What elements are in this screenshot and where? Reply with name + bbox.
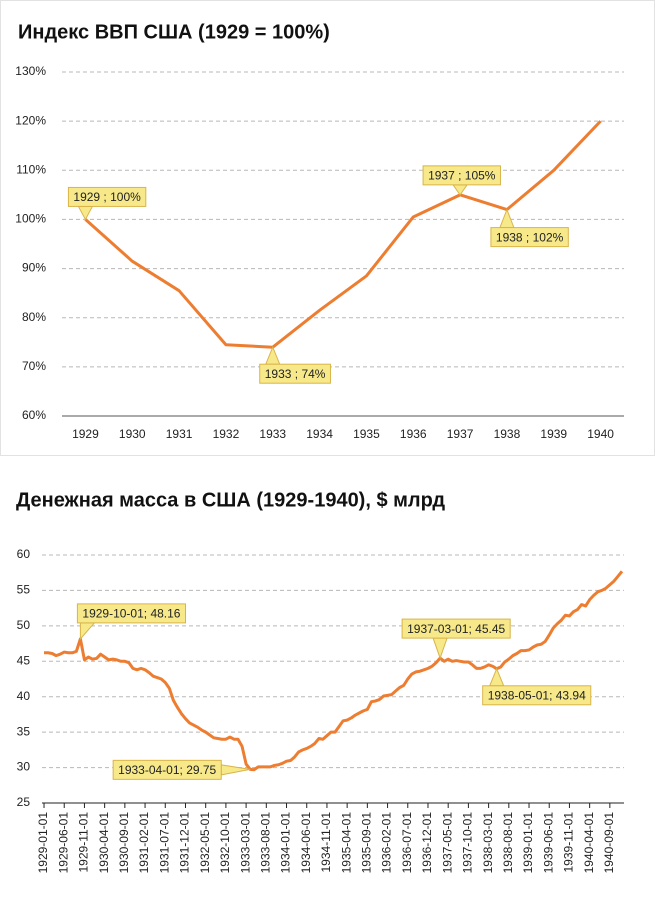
x-tick-label: 1929-06-01 xyxy=(56,812,70,874)
x-tick-label: 1939-01-01 xyxy=(521,812,535,874)
y-tick-label: 40 xyxy=(17,689,31,703)
callout-pointer xyxy=(499,208,515,229)
chart-title: Индекс ВВП США (1929 = 100%) xyxy=(18,21,330,43)
x-tick-label: 1932 xyxy=(213,427,240,441)
x-tick-label: 1930 xyxy=(119,427,146,441)
x-tick-label: 1935-04-01 xyxy=(339,812,353,874)
data-label: 1929 ; 100% xyxy=(73,190,141,204)
y-tick-label: 130% xyxy=(15,64,46,78)
x-tick-label: 1930-09-01 xyxy=(117,812,131,874)
x-tick-label: 1938-08-01 xyxy=(501,812,515,874)
x-tick-label: 1940-09-01 xyxy=(602,812,616,874)
y-tick-label: 90% xyxy=(22,261,46,275)
x-tick-label: 1934-06-01 xyxy=(299,812,313,874)
x-tick-label: 1931-12-01 xyxy=(178,812,192,874)
y-tick-label: 120% xyxy=(15,113,46,127)
x-tick-label: 1929 xyxy=(72,427,99,441)
x-tick-label: 1934 xyxy=(306,427,333,441)
data-line xyxy=(84,120,602,349)
chart-title: Денежная масса в США (1929-1940), $ млрд xyxy=(16,489,445,511)
x-tick-label: 1939 xyxy=(540,427,567,441)
callout-pointer xyxy=(488,667,505,687)
callout-box xyxy=(422,165,501,186)
data-label: 1937-03-01; 45.45 xyxy=(407,622,505,636)
x-tick-label: 1931-07-01 xyxy=(157,812,171,874)
x-tick-label: 1938 xyxy=(494,427,521,441)
callout-pointer xyxy=(265,345,281,365)
x-tick-label: 1937-10-01 xyxy=(461,812,475,874)
x-tick-label: 1929-11-01 xyxy=(77,812,91,873)
x-tick-label: 1933 xyxy=(259,427,286,441)
x-tick-label: 1935 xyxy=(353,427,380,441)
callout-box xyxy=(490,227,569,248)
y-tick-label: 35 xyxy=(17,724,31,738)
callout-pointer xyxy=(432,637,448,660)
callout-box xyxy=(401,618,511,639)
callout-box xyxy=(76,603,186,624)
x-tick-label: 1930-04-01 xyxy=(97,812,111,874)
x-tick-label: 1940 xyxy=(587,427,614,441)
callout-box xyxy=(482,685,592,706)
x-tick-label: 1933-03-01 xyxy=(238,812,252,874)
y-tick-label: 60% xyxy=(22,408,46,422)
data-label: 1933-04-01; 29.75 xyxy=(118,763,216,777)
x-tick-label: 1939-06-01 xyxy=(541,812,555,874)
x-tick-label: 1932-05-01 xyxy=(198,812,212,874)
x-tick-label: 1935-09-01 xyxy=(360,812,374,874)
callout-pointer xyxy=(77,205,94,221)
data-label: 1929-10-01; 48.16 xyxy=(82,607,180,621)
y-tick-label: 100% xyxy=(15,212,46,226)
x-tick-label: 1933-08-01 xyxy=(258,812,272,874)
x-tick-label: 1940-04-01 xyxy=(582,812,596,874)
data-label: 1938-05-01; 43.94 xyxy=(488,688,586,702)
x-tick-label: 1936-02-01 xyxy=(380,812,394,874)
x-tick-label: 1939-11-01 xyxy=(562,812,576,873)
x-tick-label: 1934-01-01 xyxy=(279,812,293,874)
y-tick-label: 45 xyxy=(17,653,31,667)
y-tick-label: 55 xyxy=(17,583,31,597)
x-tick-label: 1936 xyxy=(400,427,427,441)
y-tick-label: 70% xyxy=(22,359,46,373)
callout-pointer xyxy=(79,622,96,641)
data-line xyxy=(44,570,624,772)
x-tick-label: 1936-07-01 xyxy=(400,812,414,874)
y-tick-label: 110% xyxy=(16,162,46,176)
y-tick-label: 25 xyxy=(17,795,31,809)
x-tick-label: 1931-02-01 xyxy=(137,812,151,874)
data-label: 1933 ; 74% xyxy=(265,367,326,381)
callout-box xyxy=(112,759,222,780)
data-label: 1938 ; 102% xyxy=(496,230,564,244)
y-tick-label: 80% xyxy=(22,310,46,324)
y-tick-label: 30 xyxy=(17,760,31,774)
x-tick-label: 1929-01-01 xyxy=(36,812,50,874)
x-tick-label: 1936-12-01 xyxy=(420,812,434,874)
x-tick-label: 1932-10-01 xyxy=(218,812,232,874)
x-tick-label: 1937 xyxy=(447,427,474,441)
callout-box xyxy=(259,363,331,384)
y-tick-label: 60 xyxy=(17,547,31,561)
x-tick-label: 1931 xyxy=(166,427,193,441)
data-label: 1937 ; 105% xyxy=(428,169,496,183)
x-tick-label: 1934-11-01 xyxy=(319,812,333,873)
callout-box xyxy=(67,186,147,207)
callout-pointer xyxy=(220,764,251,776)
x-tick-label: 1938-03-01 xyxy=(481,812,495,874)
y-tick-label: 50 xyxy=(17,618,31,632)
callout-pointer xyxy=(452,184,469,196)
x-tick-label: 1937-05-01 xyxy=(440,812,454,874)
